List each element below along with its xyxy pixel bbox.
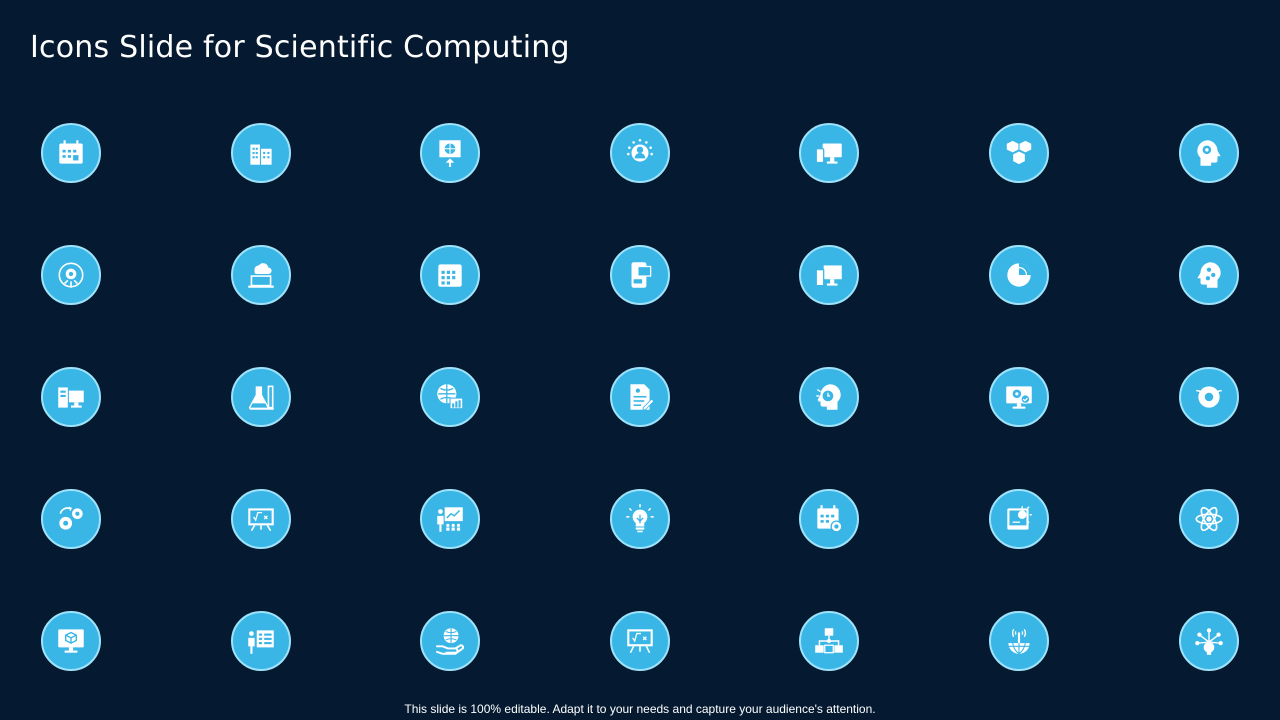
formula-easel-icon xyxy=(609,611,670,671)
server-monitor-icon xyxy=(41,367,101,427)
head-network-icon xyxy=(1178,245,1239,305)
head-brain-icon xyxy=(799,367,860,427)
formula-board-icon xyxy=(230,489,291,549)
user-stars-icon xyxy=(609,123,670,183)
presentation-growth-icon xyxy=(420,489,481,549)
hand-globe-icon xyxy=(420,611,481,671)
network-connections-icon xyxy=(799,611,860,671)
head-gear-icon xyxy=(1178,123,1239,183)
desktop-tower-icon xyxy=(799,245,860,305)
calendar-schedule-icon xyxy=(799,489,860,549)
mobile-payment-icon xyxy=(609,245,670,305)
slide-title: Icons Slide for Scientific Computing xyxy=(30,30,570,65)
gear-circuit-icon xyxy=(41,245,101,305)
lightbulb-idea-icon xyxy=(609,489,670,549)
document-edit-icon xyxy=(609,367,670,427)
office-building-icon xyxy=(230,123,291,183)
cloud-laptop-icon xyxy=(230,245,291,305)
gear-leaf-icon xyxy=(1178,367,1239,427)
cube-monitor-icon xyxy=(41,611,101,671)
molecule-network-icon xyxy=(1178,611,1239,671)
atom-icon xyxy=(1178,489,1239,549)
icon-grid xyxy=(41,123,1239,671)
globe-analytics-icon xyxy=(420,367,481,427)
globe-board-icon xyxy=(420,123,481,183)
computer-devices-icon xyxy=(799,123,860,183)
teacher-board-icon xyxy=(230,611,291,671)
calendar-grid-icon xyxy=(420,245,481,305)
antenna-globe-icon xyxy=(988,611,1049,671)
tablet-idea-icon xyxy=(988,489,1049,549)
calendar-icon xyxy=(41,123,101,183)
cubes-icon xyxy=(988,123,1049,183)
footer-note: This slide is 100% editable. Adapt it to… xyxy=(404,702,876,716)
monitor-gear-check-icon xyxy=(988,367,1049,427)
gears-cycle-icon xyxy=(41,489,101,549)
lab-flask-icon xyxy=(230,367,291,427)
pie-chart-icon xyxy=(988,245,1049,305)
